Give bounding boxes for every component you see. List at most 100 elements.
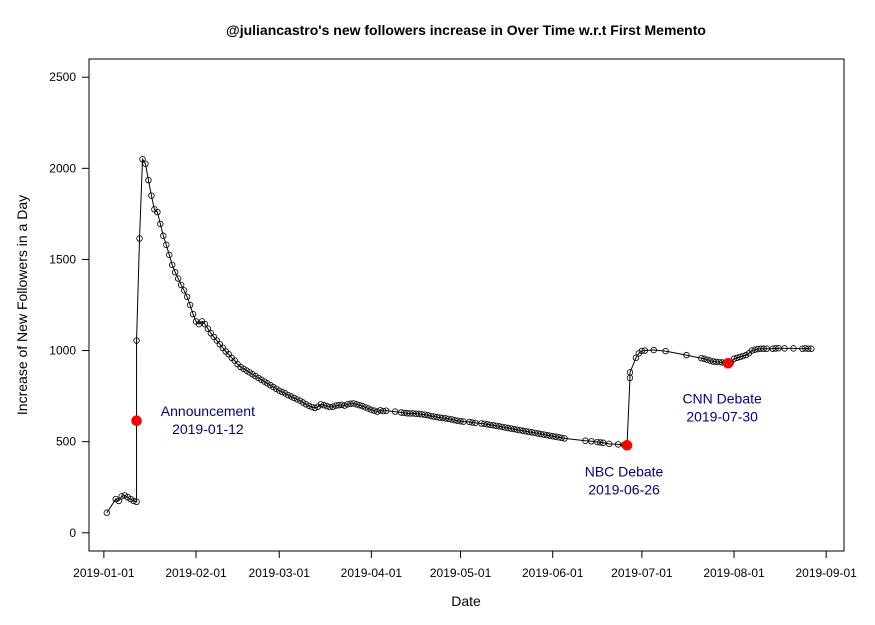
data-point xyxy=(430,413,437,420)
annotation-label: NBC Debate 2019-06-26 xyxy=(585,463,664,497)
annotation-line: CNN Debate xyxy=(682,390,762,406)
data-point xyxy=(498,423,506,431)
data-point xyxy=(442,415,449,422)
data-point xyxy=(493,422,500,430)
data-point xyxy=(163,241,170,249)
y-axis: 0 500 1000 1500 2000 2500 xyxy=(49,70,90,540)
data-point xyxy=(487,421,494,429)
data-point xyxy=(154,208,161,216)
data-point xyxy=(525,428,533,436)
data-point xyxy=(320,402,328,409)
data-point xyxy=(457,418,464,425)
data-point xyxy=(537,430,545,438)
annotation-line: 2019-06-26 xyxy=(588,481,660,497)
highlight-point xyxy=(722,358,734,369)
data-point xyxy=(484,421,491,428)
data-point xyxy=(704,356,711,363)
data-point xyxy=(397,409,405,416)
data-point xyxy=(415,410,423,418)
data-point xyxy=(466,418,473,426)
data-point xyxy=(365,405,372,412)
data-point xyxy=(496,423,503,430)
data-point xyxy=(522,428,530,435)
data-point xyxy=(380,407,387,415)
data-point xyxy=(519,427,527,434)
highlight-point xyxy=(131,415,142,427)
data-point xyxy=(180,287,188,294)
data-point xyxy=(329,403,336,410)
data-point xyxy=(433,413,440,421)
x-axis: 2019-01-01 2019-02-01 2019-03-01 2019-04-01… xyxy=(73,550,857,580)
annotation-line: 2019-07-30 xyxy=(686,408,758,424)
data-point xyxy=(204,325,212,332)
data-point xyxy=(543,431,550,439)
data-point xyxy=(448,416,455,423)
highlight-point xyxy=(621,440,633,451)
data-point xyxy=(504,424,512,432)
data-point xyxy=(177,281,185,289)
data-point xyxy=(305,402,313,409)
data-point xyxy=(772,345,779,352)
data-point xyxy=(356,402,363,409)
data-point xyxy=(136,235,143,242)
data-point xyxy=(730,355,738,362)
data-point xyxy=(115,497,122,505)
data-point xyxy=(638,347,646,355)
data-point xyxy=(311,404,319,412)
data-point xyxy=(290,394,298,402)
y-tick-label: 1500 xyxy=(49,252,76,266)
data-point xyxy=(424,412,432,419)
annotation-line: Announcement xyxy=(161,403,255,419)
data-point xyxy=(145,176,152,184)
data-point xyxy=(662,347,669,355)
data-point xyxy=(501,424,509,431)
data-point xyxy=(748,347,756,354)
data-point xyxy=(805,345,812,352)
data-points xyxy=(103,156,815,516)
data-point xyxy=(597,439,604,446)
data-point xyxy=(594,438,601,446)
data-point xyxy=(561,435,568,442)
data-point xyxy=(698,355,705,362)
annotation-line: NBC Debate xyxy=(585,463,664,479)
data-point xyxy=(332,402,339,409)
x-tick-label: 2019-08-01 xyxy=(703,566,765,580)
data-point xyxy=(445,415,452,423)
data-point xyxy=(157,220,164,228)
annotation-label: CNN Debate 2019-07-30 xyxy=(682,390,762,424)
x-tick-label: 2019-03-01 xyxy=(249,566,311,580)
data-point xyxy=(341,402,348,409)
data-point xyxy=(353,401,360,408)
data-point xyxy=(293,396,301,403)
data-point xyxy=(469,419,476,426)
data-point xyxy=(531,429,539,437)
data-point xyxy=(605,440,613,448)
data-point xyxy=(546,432,553,439)
x-tick-label: 2019-06-01 xyxy=(522,566,584,580)
data-point xyxy=(454,417,461,424)
data-point xyxy=(715,358,723,366)
data-point xyxy=(701,355,708,362)
data-point xyxy=(130,497,137,505)
data-point xyxy=(552,433,559,440)
data-point xyxy=(632,354,640,362)
highlight-points xyxy=(131,358,734,451)
data-point xyxy=(528,429,536,436)
x-tick-label: 2019-05-01 xyxy=(430,566,492,580)
data-point xyxy=(166,251,173,259)
data-point xyxy=(183,293,191,300)
data-point xyxy=(287,393,295,400)
data-point xyxy=(421,411,429,418)
data-point xyxy=(507,425,515,432)
chart-title: @juliancastro's new followers increase i… xyxy=(226,22,706,38)
data-point xyxy=(276,387,283,394)
data-point xyxy=(760,345,767,352)
data-point xyxy=(451,416,458,424)
data-point xyxy=(513,426,521,433)
data-point xyxy=(284,392,292,399)
x-tick-label: 2019-07-01 xyxy=(611,566,673,580)
data-point xyxy=(478,420,485,427)
data-point xyxy=(344,401,351,408)
data-point xyxy=(142,160,149,167)
data-point xyxy=(383,407,390,414)
